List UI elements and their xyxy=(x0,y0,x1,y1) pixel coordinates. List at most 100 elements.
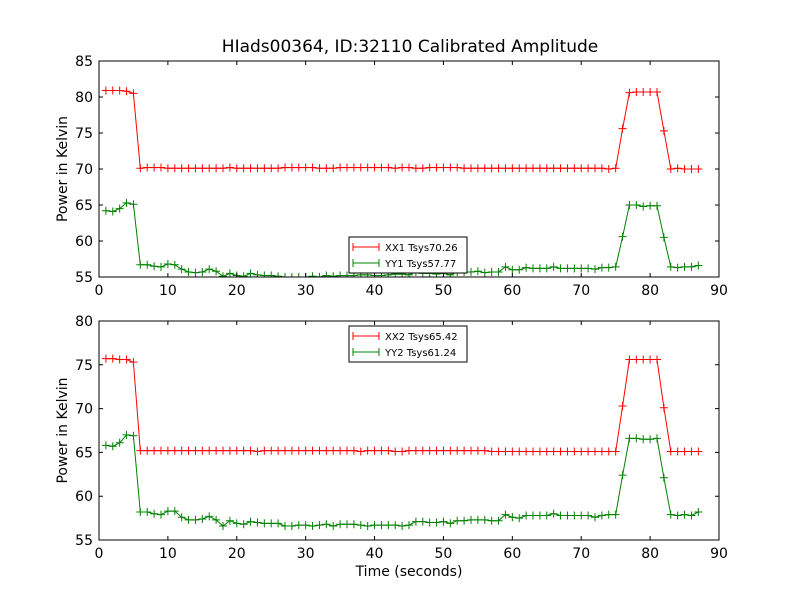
data-point xyxy=(349,520,358,529)
data-point xyxy=(363,446,372,455)
data-point xyxy=(680,510,689,519)
data-point xyxy=(260,271,269,277)
x-tick-label: 50 xyxy=(435,546,453,562)
data-point xyxy=(659,233,668,242)
data-point xyxy=(542,447,551,456)
data-point xyxy=(281,521,289,530)
data-point xyxy=(487,447,496,456)
data-point xyxy=(274,519,283,528)
data-point xyxy=(225,163,234,172)
data-point xyxy=(274,272,283,277)
data-point xyxy=(494,447,503,456)
data-point xyxy=(101,86,110,95)
x-tick-label: 80 xyxy=(641,546,659,562)
data-point xyxy=(508,265,517,274)
data-point xyxy=(184,515,193,524)
data-point xyxy=(157,163,165,172)
data-point xyxy=(163,260,172,269)
y-axis-label: Power in Kelvin xyxy=(55,377,71,483)
data-point xyxy=(336,520,345,529)
y-tick-label: 65 xyxy=(75,445,93,461)
x-tick-label: 0 xyxy=(95,283,104,299)
legend-box xyxy=(348,236,468,274)
x-tick-label: 30 xyxy=(297,283,315,299)
data-point xyxy=(673,263,682,272)
data-point xyxy=(370,521,379,530)
x-tick-label: 70 xyxy=(572,546,590,562)
data-point xyxy=(604,447,613,456)
data-point xyxy=(494,516,503,525)
data-point xyxy=(446,446,455,455)
data-point xyxy=(294,273,303,277)
data-point xyxy=(680,262,689,271)
data-point xyxy=(260,164,269,173)
data-point xyxy=(336,271,345,277)
data-point xyxy=(129,358,138,367)
bottom-panel: 0 10 20 30 40 50 60 70 80 90 55 60 65 70 75 80 Power in … xyxy=(55,314,728,580)
data-point xyxy=(281,446,289,455)
data-point xyxy=(611,447,620,456)
data-point xyxy=(246,164,255,173)
data-point xyxy=(398,447,407,456)
data-point xyxy=(529,511,537,520)
data-point xyxy=(680,165,689,173)
data-point xyxy=(618,401,627,410)
data-point xyxy=(639,87,648,96)
data-point xyxy=(405,446,413,455)
y-tick-label: 60 xyxy=(75,489,93,505)
data-point xyxy=(294,446,303,455)
data-point xyxy=(225,516,234,525)
data-point xyxy=(666,165,675,173)
data-point xyxy=(356,521,365,530)
data-point xyxy=(150,262,159,271)
data-point xyxy=(653,87,661,96)
data-point xyxy=(198,514,207,523)
data-point xyxy=(101,206,110,215)
x-tick-label: 90 xyxy=(710,283,728,299)
data-point xyxy=(460,446,469,455)
data-point xyxy=(618,124,627,133)
data-point xyxy=(177,265,186,274)
x-tick-label: 20 xyxy=(228,283,246,299)
data-point xyxy=(212,267,221,276)
y-tick-label: 60 xyxy=(75,234,93,250)
data-point xyxy=(694,165,703,173)
data-point xyxy=(150,163,159,172)
legend: XX2 Tsys65.42 YY2 Tsys61.24 xyxy=(348,325,468,363)
data-point xyxy=(143,163,152,172)
data-point xyxy=(480,446,489,455)
data-point xyxy=(508,164,517,173)
data-point xyxy=(219,272,227,277)
data-point xyxy=(329,521,338,530)
data-point xyxy=(253,447,262,456)
data-point xyxy=(563,447,572,456)
data-point xyxy=(294,521,303,530)
data-point xyxy=(205,265,214,274)
data-point xyxy=(673,511,682,520)
data-point xyxy=(425,163,434,172)
data-point xyxy=(274,164,283,173)
data-point xyxy=(604,263,613,272)
data-point xyxy=(239,446,248,455)
data-point xyxy=(535,164,544,173)
data-point xyxy=(453,446,462,455)
data-point xyxy=(549,447,558,456)
data-point xyxy=(515,164,524,173)
legend-entry: XX1 Tsys70.26 xyxy=(385,243,458,254)
data-point xyxy=(315,446,324,455)
x-tick-label: 10 xyxy=(159,546,177,562)
data-point xyxy=(425,518,434,527)
data-point xyxy=(529,447,537,456)
data-point xyxy=(170,164,179,173)
data-point xyxy=(287,163,296,172)
data-point xyxy=(377,163,386,172)
data-point xyxy=(294,163,303,172)
data-point xyxy=(163,446,172,455)
y-tick-label: 75 xyxy=(75,358,93,374)
data-point xyxy=(150,509,159,518)
data-point xyxy=(418,164,427,173)
data-point xyxy=(308,272,317,277)
x-tick-label: 50 xyxy=(435,283,453,299)
data-point xyxy=(556,264,565,273)
data-point xyxy=(639,435,648,444)
